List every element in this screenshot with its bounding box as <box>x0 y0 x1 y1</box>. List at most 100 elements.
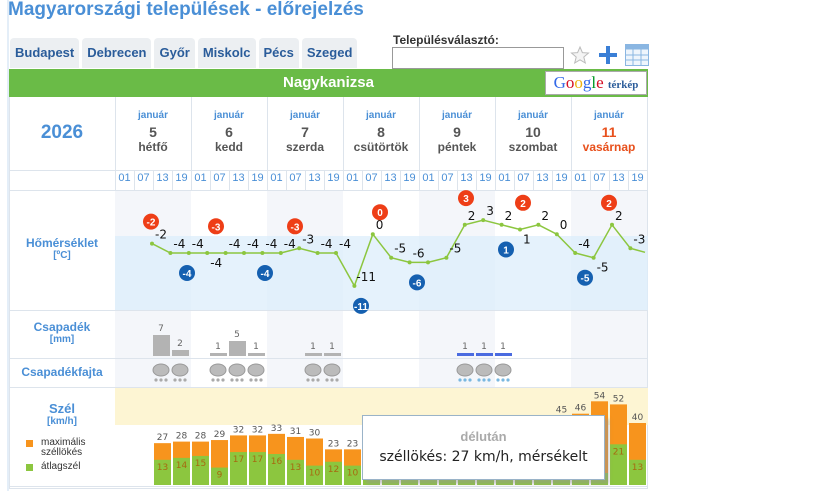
hour-label: 19 <box>555 172 568 184</box>
temperature-point <box>444 255 449 260</box>
wind-avg-bar[interactable] <box>325 461 342 485</box>
temperature-label: 2 <box>541 209 549 223</box>
wind-avg-bar[interactable] <box>629 459 646 485</box>
day-header: január 11 vasárnap <box>571 110 647 154</box>
day-number: 5 <box>149 124 157 140</box>
snow-cloud-icon <box>304 363 322 377</box>
grid-icon[interactable] <box>625 44 649 66</box>
month: január <box>517 110 548 121</box>
hour-label: 13 <box>308 172 321 184</box>
wind-avg-value: 14 <box>176 461 188 471</box>
wind-gust-value: 54 <box>594 391 606 401</box>
frost-band <box>115 236 648 310</box>
day-number: 6 <box>225 124 233 140</box>
max-temp-value: 3 <box>463 194 469 205</box>
temperature-label: -5 <box>449 242 461 256</box>
temperature-label: -5 <box>597 261 609 275</box>
wind-gust-value: 46 <box>575 404 587 414</box>
wind-avg-bar[interactable] <box>154 459 171 485</box>
max-temp-badge <box>287 218 303 235</box>
tooltip-title: délután <box>460 429 507 444</box>
hour-label: 19 <box>251 172 264 184</box>
day-number: 11 <box>601 124 617 140</box>
precip-value: 2 <box>177 339 183 349</box>
precip-drop <box>173 378 177 382</box>
temperature-label: -4 <box>265 237 277 251</box>
temperature-label: 3 <box>486 204 494 218</box>
month: január <box>365 110 396 121</box>
precip-row-label: Csapadék [mm] <box>9 320 115 345</box>
wind-gust-value: 29 <box>214 430 226 440</box>
google-map-button[interactable]: Google térkép <box>545 71 647 95</box>
temperature-point <box>536 222 541 227</box>
temperature-label: -4 <box>229 237 241 251</box>
wind-avg-bar[interactable] <box>173 457 190 485</box>
precip-drop <box>316 378 320 382</box>
tab-debrecen[interactable]: Debrecen <box>82 38 152 68</box>
day-number: 10 <box>525 124 541 140</box>
tab-gyor[interactable]: Győr <box>154 38 195 68</box>
wind-gust-value: 32 <box>252 425 263 435</box>
legend-gust: maximális széllökés <box>26 437 108 458</box>
legend-gust-text: maximális széllökés <box>41 437 86 458</box>
precip-bar <box>457 353 474 356</box>
hour-label: 01 <box>422 172 435 184</box>
plus-icon[interactable] <box>597 44 619 66</box>
day-header: január 9 péntek <box>419 110 495 154</box>
wind-gust-value: 45 <box>556 405 567 415</box>
wind-avg-bar[interactable] <box>268 454 285 485</box>
tab-budapest[interactable]: Budapest <box>10 38 80 68</box>
temperature-point <box>518 227 522 232</box>
precip-value: 1 <box>462 342 468 352</box>
hour-label: 13 <box>536 172 549 184</box>
wind-avg-bar[interactable] <box>306 465 323 485</box>
hour-label: 07 <box>441 172 454 184</box>
min-temp-badge <box>498 241 514 258</box>
wind-avg-value: 13 <box>632 463 643 473</box>
temperature-label: Hőmérséklet <box>25 236 99 250</box>
month: január <box>289 110 320 121</box>
min-temp-value: -6 <box>413 278 422 289</box>
wind-avg-bar[interactable] <box>192 455 209 485</box>
day-header: január 8 csütörtök <box>343 110 419 154</box>
min-temp-value: -4 <box>183 269 192 280</box>
temperature-label: -11 <box>356 270 376 284</box>
rain-cloud-icon <box>475 363 493 377</box>
precip-drop <box>506 378 510 382</box>
wind-avg-bar[interactable] <box>610 444 627 485</box>
month: január <box>441 110 472 121</box>
precip-drop <box>306 378 310 382</box>
tab-pecs[interactable]: Pécs <box>258 38 299 68</box>
wind-avg-bar[interactable] <box>287 459 304 485</box>
year-label: 2026 <box>40 122 84 143</box>
temperature-label: -5 <box>394 242 406 256</box>
wind-avg-bar[interactable] <box>344 465 361 485</box>
precip-drop <box>249 378 253 382</box>
precip-drop <box>477 378 481 382</box>
precip-drop <box>230 378 234 382</box>
city-selector-input[interactable] <box>392 47 564 69</box>
wind-avg-bar[interactable] <box>249 452 266 485</box>
precip-bar <box>324 353 341 356</box>
precip-bar <box>153 335 170 356</box>
wind-avg-bar[interactable] <box>230 452 247 485</box>
tab-szeged[interactable]: Szeged <box>301 38 358 68</box>
day-number: 8 <box>377 124 385 140</box>
star-icon[interactable] <box>569 44 591 66</box>
city-selector-label: Településválasztó: <box>393 33 499 47</box>
wind-row-label: Szél [km/h] <box>9 401 115 427</box>
tab-miskolc[interactable]: Miskolc <box>197 38 256 68</box>
wind-avg-bar[interactable] <box>211 467 228 485</box>
hour-label: 07 <box>517 172 530 184</box>
hour-label: 07 <box>365 172 378 184</box>
hour-label: 01 <box>118 172 131 184</box>
temperature-point <box>610 222 614 227</box>
map-label: térkép <box>607 79 639 91</box>
temperature-unit: [ºC] <box>53 250 71 261</box>
precip-drop <box>183 378 187 382</box>
hour-label: 01 <box>574 172 587 184</box>
precip-value: 1 <box>500 342 506 352</box>
temperature-row-label: Hőmérséklet [ºC] <box>9 236 115 261</box>
hour-label: 13 <box>384 172 397 184</box>
temperature-label: -4 <box>173 237 185 251</box>
